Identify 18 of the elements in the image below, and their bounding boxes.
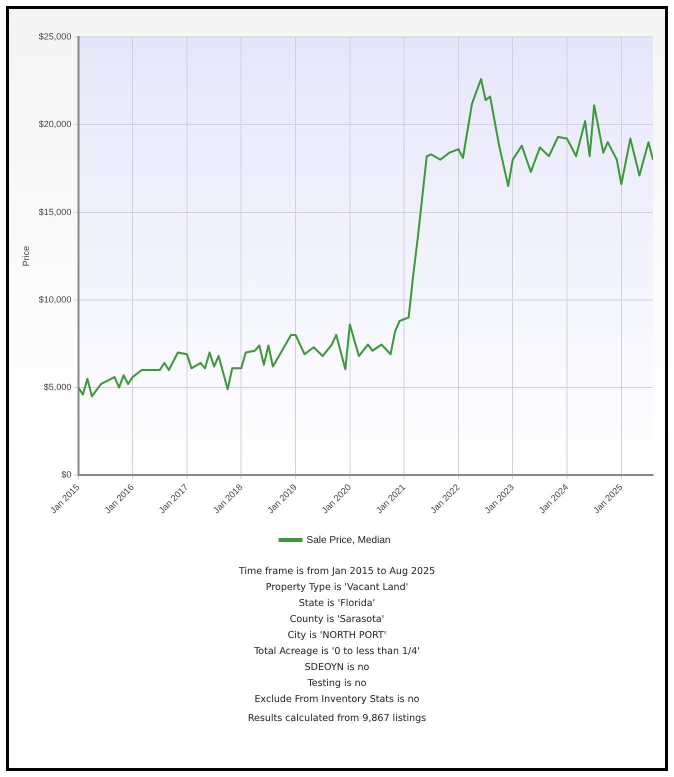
text: Time frame is from Jan 2015 to Aug 2025 xyxy=(238,565,436,579)
text: Exclude From Inventory Stats is no xyxy=(254,693,420,707)
text: City is 'NORTH PORT' xyxy=(286,629,388,643)
text: Results calculated from 9,867 listings xyxy=(246,712,428,726)
y-axis-title: Price xyxy=(20,246,31,266)
text: SDEOYN is no xyxy=(304,661,370,675)
y-tick-label: $0 xyxy=(61,470,72,480)
y-tick-label: $10,000 xyxy=(38,294,72,304)
text: County is 'Sarasota' xyxy=(288,613,386,627)
y-tick-label: $25,000 xyxy=(38,31,72,42)
y-tick-label: $15,000 xyxy=(38,206,72,217)
text: Total Acreage is '0 to less than 1/4' xyxy=(253,645,421,659)
text: State is 'Florida' xyxy=(298,597,376,611)
y-tick-label: $5,000 xyxy=(44,382,72,392)
text: Testing is no xyxy=(306,677,368,691)
y-tick-label: $20,000 xyxy=(38,119,72,130)
text: Property Type is 'Vacant Land' xyxy=(264,581,410,595)
legend-label: Sale Price, Median xyxy=(306,534,390,546)
